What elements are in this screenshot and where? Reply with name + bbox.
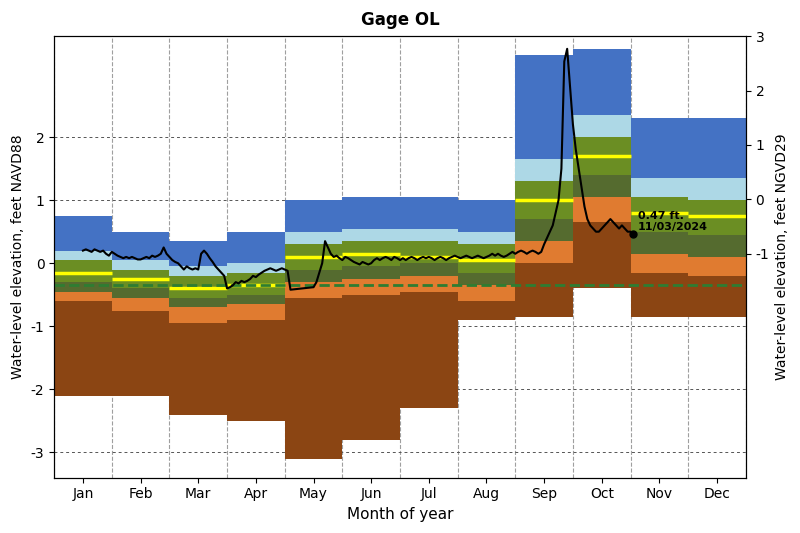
Bar (400, 229, 458, 241)
Bar (515, 181, 573, 219)
Bar (112, 241, 170, 260)
Bar (54, 292, 112, 301)
Bar (54, 216, 112, 232)
Bar (170, 254, 227, 266)
Bar (630, 232, 688, 254)
Bar (458, 285, 515, 301)
Bar (227, 263, 285, 273)
Bar (630, 197, 688, 232)
Bar (458, 200, 515, 216)
Bar (227, 247, 285, 263)
Bar (688, 235, 746, 257)
Bar (573, 80, 630, 115)
Bar (573, 115, 630, 137)
Bar (227, 232, 285, 247)
Bar (573, 175, 630, 197)
Bar (170, 308, 227, 323)
Bar (515, 55, 573, 112)
Bar (170, 266, 227, 276)
Bar (342, 213, 400, 229)
Bar (400, 241, 458, 263)
Bar (515, 159, 573, 181)
Bar (112, 270, 170, 288)
Bar (54, 301, 112, 395)
Bar (342, 229, 400, 241)
Bar (515, 112, 573, 159)
Bar (573, 222, 630, 288)
Bar (688, 118, 746, 143)
Bar (285, 216, 342, 232)
Bar (630, 254, 688, 273)
Bar (112, 311, 170, 395)
Bar (630, 273, 688, 317)
Bar (688, 143, 746, 178)
X-axis label: Month of year: Month of year (346, 507, 454, 522)
Bar (285, 232, 342, 244)
Y-axis label: Water-level elevation, feet NAVD88: Water-level elevation, feet NAVD88 (11, 135, 25, 379)
Bar (515, 241, 573, 263)
Bar (688, 178, 746, 200)
Bar (573, 197, 630, 222)
Bar (112, 260, 170, 270)
Bar (54, 251, 112, 260)
Bar (342, 266, 400, 279)
Bar (112, 288, 170, 298)
Bar (515, 263, 573, 317)
Bar (342, 279, 400, 295)
Bar (285, 282, 342, 298)
Bar (458, 244, 515, 273)
Bar (227, 295, 285, 304)
Bar (400, 292, 458, 408)
Bar (400, 263, 458, 276)
Bar (112, 298, 170, 311)
Bar (227, 320, 285, 421)
Bar (688, 200, 746, 235)
Bar (573, 137, 630, 175)
Bar (54, 260, 112, 282)
Bar (458, 216, 515, 232)
Bar (170, 241, 227, 254)
Bar (285, 244, 342, 270)
Bar (400, 213, 458, 229)
Bar (400, 276, 458, 292)
Bar (688, 257, 746, 276)
Bar (54, 282, 112, 292)
Bar (400, 197, 458, 213)
Bar (54, 232, 112, 251)
Title: Gage OL: Gage OL (361, 11, 439, 29)
Bar (112, 232, 170, 241)
Bar (630, 118, 688, 143)
Bar (170, 323, 227, 415)
Bar (342, 241, 400, 266)
Bar (285, 298, 342, 459)
Bar (285, 200, 342, 216)
Bar (458, 232, 515, 244)
Bar (227, 304, 285, 320)
Bar (688, 276, 746, 317)
Bar (170, 276, 227, 298)
Bar (458, 301, 515, 320)
Bar (630, 178, 688, 197)
Bar (170, 298, 227, 308)
Bar (458, 273, 515, 285)
Bar (515, 219, 573, 241)
Text: 0.47 ft.
11/03/2024: 0.47 ft. 11/03/2024 (638, 211, 708, 232)
Y-axis label: Water-level elevation, feet NGVD29: Water-level elevation, feet NGVD29 (775, 134, 789, 380)
Bar (342, 295, 400, 440)
Bar (573, 49, 630, 80)
Bar (630, 143, 688, 178)
Bar (227, 273, 285, 295)
Bar (342, 197, 400, 213)
Bar (285, 270, 342, 282)
